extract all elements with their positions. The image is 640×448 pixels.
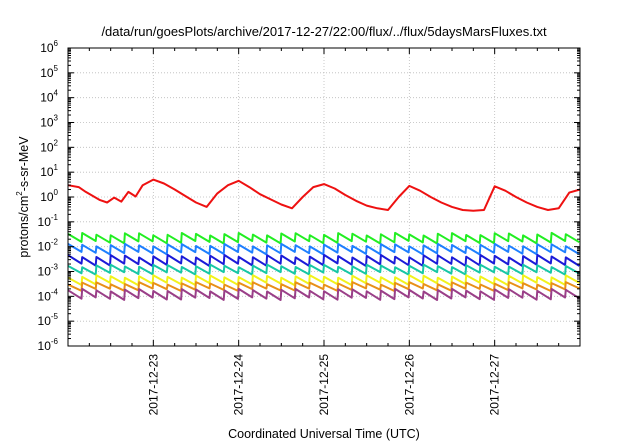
y-tick-label: 10-3 xyxy=(38,263,59,279)
y-axis: 10-610-510-410-310-210-11001011021031041… xyxy=(38,39,580,353)
grid-lines xyxy=(68,48,580,346)
y-tick-base: 10 xyxy=(40,41,54,55)
y-axis-label-rest: -s-sr-MeV xyxy=(17,136,31,192)
y-tick-exponent: 4 xyxy=(54,89,59,98)
y-axis-label-base: protons/cm xyxy=(17,196,31,258)
y-tick-exponent: 1 xyxy=(54,163,59,172)
y-tick-exponent: -4 xyxy=(51,287,59,296)
series-line xyxy=(67,253,580,267)
y-tick-base: 10 xyxy=(40,66,54,80)
y-tick-label: 102 xyxy=(40,138,58,154)
y-tick-exponent: 3 xyxy=(54,114,59,123)
y-tick-base: 10 xyxy=(38,265,52,279)
y-axis-label-sup: 2 xyxy=(15,191,24,196)
series-line xyxy=(67,287,580,301)
y-tick-base: 10 xyxy=(38,339,52,353)
series-group xyxy=(67,178,581,301)
x-tick-label: 2017-12-27 xyxy=(488,354,502,416)
x-tick-label: 2017-12-26 xyxy=(402,354,416,416)
y-axis-label: protons/cm2-s-sr-MeV xyxy=(15,136,31,258)
y-tick-exponent: -1 xyxy=(51,213,59,222)
y-tick-base: 10 xyxy=(38,314,52,328)
y-tick-base: 10 xyxy=(40,140,54,154)
y-tick-base: 10 xyxy=(40,190,54,204)
y-tick-label: 10-4 xyxy=(38,287,59,303)
y-tick-label: 100 xyxy=(40,188,58,204)
series-line xyxy=(67,242,580,256)
y-tick-label: 105 xyxy=(40,64,58,80)
y-tick-exponent: -3 xyxy=(51,263,59,272)
y-tick-label: 106 xyxy=(40,39,58,55)
x-axis-label: Coordinated Universal Time (UTC) xyxy=(228,427,420,441)
series-line xyxy=(67,231,580,245)
x-axis: 2017-12-23 2017-12-24 2017-12-25 2017-12-26… xyxy=(88,48,560,416)
y-tick-label: 101 xyxy=(40,163,58,179)
y-tick-exponent: 6 xyxy=(54,39,59,48)
x-tick-label: 2017-12-24 xyxy=(232,354,246,416)
y-tick-base: 10 xyxy=(38,240,52,254)
y-tick-exponent: -6 xyxy=(51,337,59,346)
y-tick-exponent: -2 xyxy=(51,238,59,247)
y-tick-label: 104 xyxy=(40,89,58,105)
y-tick-base: 10 xyxy=(40,91,54,105)
series-line xyxy=(67,178,581,212)
y-tick-label: 10-5 xyxy=(38,312,59,328)
y-tick-base: 10 xyxy=(40,116,54,130)
y-tick-exponent: 5 xyxy=(54,64,59,73)
chart-title: /data/run/goesPlots/archive/2017-12-27/2… xyxy=(101,24,547,39)
series-line xyxy=(67,263,580,276)
y-tick-exponent: -5 xyxy=(51,312,59,321)
y-tick-base: 10 xyxy=(38,215,52,229)
x-tick-label: 2017-12-25 xyxy=(317,354,331,416)
y-tick-label: 10-6 xyxy=(38,337,59,353)
y-tick-base: 10 xyxy=(38,289,52,303)
y-tick-label: 103 xyxy=(40,114,58,130)
x-tick-label: 2017-12-23 xyxy=(146,354,160,416)
y-tick-label: 10-1 xyxy=(38,213,59,229)
y-tick-label: 10-2 xyxy=(38,238,59,254)
y-tick-base: 10 xyxy=(40,165,54,179)
y-tick-exponent: 2 xyxy=(54,138,59,147)
y-tick-exponent: 0 xyxy=(54,188,59,197)
